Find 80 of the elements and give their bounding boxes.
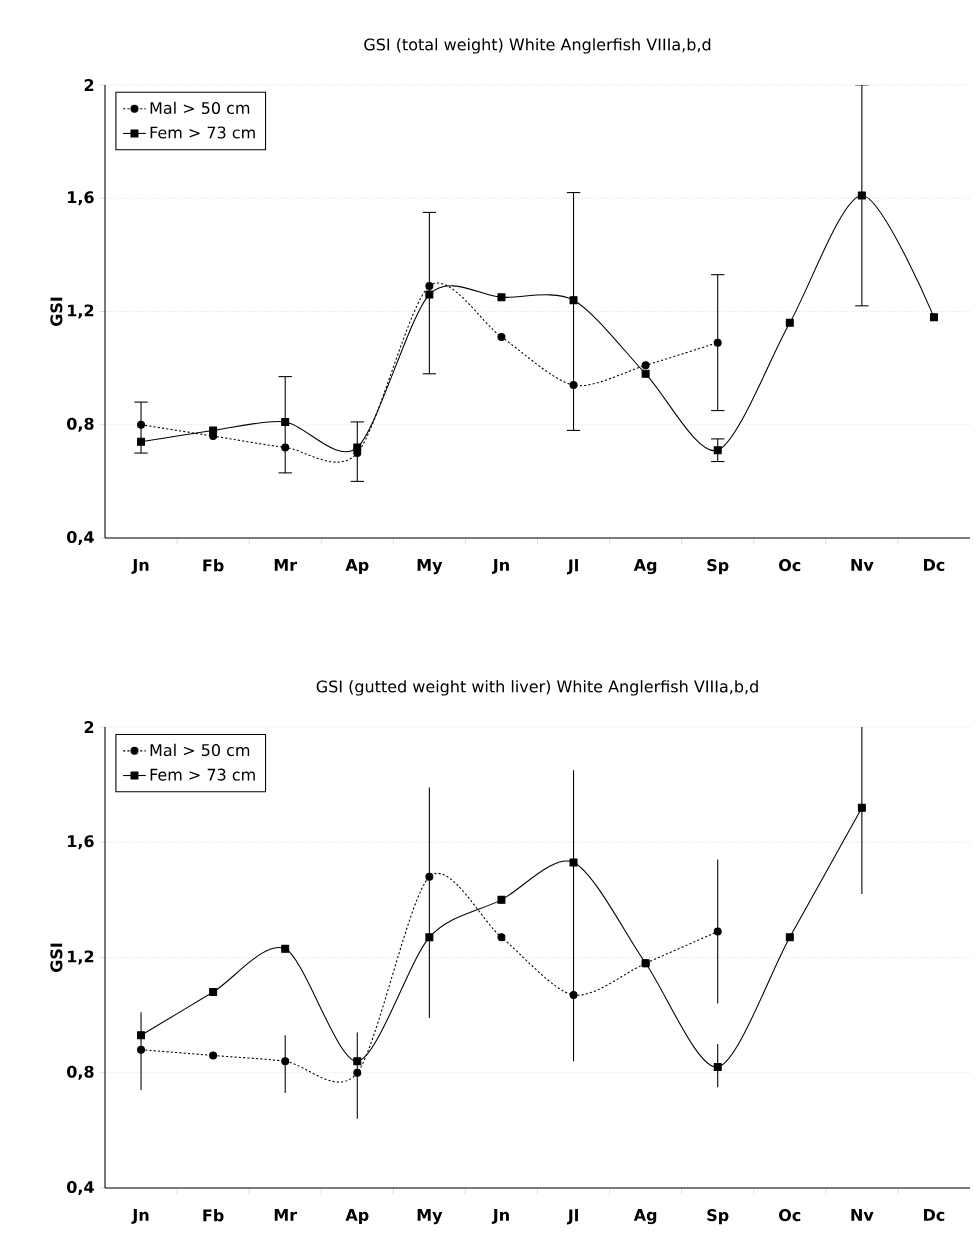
point: [713, 1062, 722, 1071]
point: [569, 990, 578, 999]
point: [569, 296, 578, 305]
x-tick-label: Fb: [203, 559, 224, 572]
point: [497, 293, 506, 302]
point: [641, 361, 650, 370]
y-tick-label: 0,8: [67, 1065, 94, 1080]
point: [497, 895, 506, 904]
point: [569, 858, 578, 867]
y-axis-title: GSI: [50, 297, 63, 327]
y-tick-label: 1,6: [68, 835, 94, 850]
point: [209, 988, 218, 997]
x-tick-label: Mr: [274, 559, 298, 571]
y-tick-label: 1,2: [68, 950, 94, 965]
point: [353, 1057, 362, 1066]
point: [929, 313, 938, 322]
point: [209, 426, 218, 435]
x-tick-label: Ag: [633, 1209, 657, 1225]
point: [569, 381, 578, 390]
legend-label: Mal > 50 cm: [150, 743, 250, 757]
x-tick-label: Oc: [779, 1209, 801, 1222]
point: [353, 443, 362, 452]
legend-label: Fem > 73 cm: [150, 768, 255, 781]
point: [785, 933, 794, 942]
point: [137, 437, 146, 446]
point: [497, 332, 506, 341]
point: [425, 290, 434, 299]
y-axis-title: GSI: [50, 943, 63, 973]
y-tick-label: 0,8: [67, 417, 94, 432]
point: [281, 443, 290, 452]
x-tick-label: Sp: [707, 559, 729, 575]
x-tick-label: Nv: [851, 1209, 874, 1221]
point: [857, 191, 866, 200]
point: [281, 1057, 290, 1066]
x-tick-label: Dc: [924, 1209, 945, 1221]
y-tick-label: 1,2: [68, 304, 94, 319]
x-tick-label: Dc: [924, 559, 945, 571]
x-tick-label: Oc: [779, 559, 801, 572]
point: [137, 420, 146, 429]
x-tick-label: Jn: [491, 559, 509, 574]
x-tick-label: Jn: [131, 1209, 149, 1224]
y-tick-label: 0,4: [67, 530, 94, 546]
point: [209, 1051, 218, 1060]
x-tick-label: Ap: [345, 559, 369, 575]
point: [281, 944, 290, 953]
y-tick-label: 2: [84, 721, 94, 733]
point: [497, 933, 506, 942]
x-tick-label: Nv: [851, 559, 874, 571]
legend-label: Fem > 73 cm: [150, 126, 255, 139]
y-tick-label: 2: [84, 79, 94, 91]
legend-label: Mal > 50 cm: [150, 101, 250, 115]
point: [353, 1068, 362, 1077]
point: [137, 1045, 146, 1054]
point: [425, 933, 434, 942]
y-tick-label: 1,6: [68, 191, 94, 206]
point: [641, 959, 650, 968]
point: [641, 369, 650, 378]
point: [713, 927, 722, 936]
point: [137, 1031, 146, 1040]
x-tick-label: Fb: [203, 1209, 224, 1222]
chart-title: GSI (total weight) White Anglerfish VIIIa,b,d: [364, 38, 711, 54]
point: [425, 282, 434, 291]
y-tick-label: 0,4: [67, 1180, 94, 1196]
point: [713, 446, 722, 455]
x-tick-label: Jl: [566, 559, 578, 575]
chart-title: GSI (gutted weight with liver) White Anglerfish VIIIa,b,d: [316, 680, 758, 696]
x-tick-label: Mr: [274, 1209, 298, 1221]
x-tick-label: Sp: [707, 1209, 729, 1225]
point: [281, 417, 290, 426]
x-tick-label: Jl: [566, 1209, 578, 1225]
x-tick-label: My: [417, 1209, 443, 1225]
point: [857, 803, 866, 812]
point: [713, 338, 722, 347]
point: [785, 318, 794, 327]
point: [425, 872, 434, 881]
x-tick-label: Ag: [633, 559, 657, 575]
x-tick-label: Ap: [345, 1209, 369, 1225]
x-tick-label: Jn: [131, 559, 149, 574]
x-tick-label: My: [417, 559, 443, 575]
x-tick-label: Jn: [491, 1209, 509, 1224]
